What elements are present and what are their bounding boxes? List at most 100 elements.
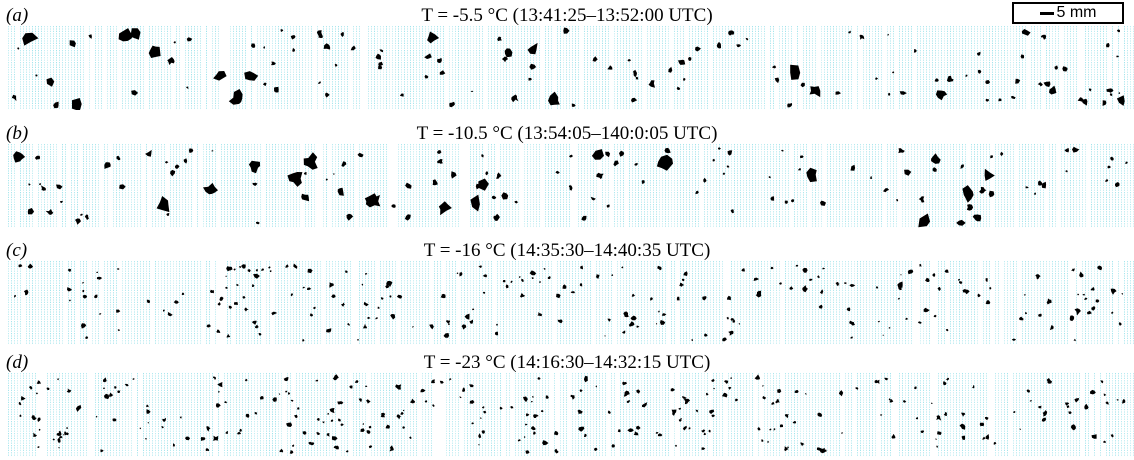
ice-particle (307, 268, 313, 274)
panel-letter: (b) (6, 123, 29, 144)
ice-particle (449, 101, 455, 108)
ice-particle (103, 393, 110, 400)
ice-particle (1019, 316, 1024, 321)
ice-particle (985, 434, 990, 440)
ice-particle (775, 398, 780, 404)
ice-particle (386, 281, 393, 287)
ice-particle (1116, 55, 1120, 58)
ice-particle (56, 431, 62, 436)
ice-particle (250, 43, 256, 48)
ice-particle (935, 90, 948, 101)
ice-particle (896, 199, 899, 202)
ice-particle (427, 31, 440, 44)
ice-particle (1029, 400, 1032, 402)
ice-particle (200, 437, 206, 441)
ice-particle (263, 82, 267, 86)
ice-particle (119, 184, 126, 190)
ice-particle (554, 448, 559, 454)
ice-particle (511, 94, 519, 103)
ice-particle (1097, 265, 1103, 271)
ice-particle (185, 436, 191, 441)
ice-particle (1109, 93, 1113, 96)
ice-particle (57, 437, 61, 443)
ice-particle (381, 297, 384, 300)
ice-particle (533, 414, 539, 418)
ice-particle (1087, 310, 1092, 315)
ice-particle (375, 53, 381, 60)
ice-particle (1100, 380, 1104, 384)
ice-particle (211, 150, 214, 152)
ice-particle (485, 171, 489, 176)
ice-particle (670, 388, 676, 392)
ice-particle (88, 34, 92, 39)
ice-particle (333, 445, 339, 450)
ice-particle (521, 278, 524, 282)
ice-particle (203, 182, 218, 195)
ice-particle (711, 379, 715, 382)
ice-particle (523, 436, 526, 438)
ice-particle (437, 159, 443, 164)
ice-particle (170, 169, 176, 177)
ice-particle (622, 330, 626, 334)
ice-particle (146, 409, 151, 414)
ice-particle (1038, 405, 1042, 409)
ice-particle (365, 272, 368, 275)
ice-particle (116, 309, 121, 313)
ice-particle (156, 196, 170, 213)
ice-particle (849, 320, 855, 326)
scale-bar-label: 5 mm (1056, 4, 1097, 21)
ice-particle (880, 414, 883, 416)
ice-particle (1046, 298, 1052, 305)
ice-particle (1011, 95, 1016, 99)
ice-particle (409, 398, 415, 404)
ice-particle (611, 274, 614, 276)
ice-particle (1065, 170, 1068, 173)
ice-particle (730, 209, 734, 214)
ice-particle (510, 280, 513, 284)
ice-particle (1054, 65, 1058, 70)
ice-particle (66, 426, 68, 429)
ice-particle (1023, 294, 1026, 296)
ice-particle (345, 270, 348, 273)
ice-particle (390, 314, 396, 320)
ice-particle (456, 272, 459, 274)
ice-particle (596, 172, 604, 180)
ice-particle (380, 412, 386, 418)
ice-particle (517, 439, 521, 442)
ice-particle (340, 32, 345, 37)
particle-image-strip (8, 26, 1134, 110)
ice-particle (173, 300, 179, 304)
ice-particle (920, 430, 925, 434)
ice-particle (635, 76, 639, 80)
ice-particle (166, 213, 170, 217)
ice-particle (478, 444, 480, 446)
ice-particle (660, 320, 666, 325)
ice-particle (1072, 146, 1080, 153)
ice-particle (555, 170, 560, 174)
ice-particle (904, 169, 912, 176)
ice-particle (23, 289, 29, 296)
ice-particle (936, 415, 942, 421)
ice-particle (1077, 97, 1084, 102)
ice-particle (918, 213, 931, 228)
ice-particle (770, 196, 775, 201)
ice-particle (84, 214, 89, 220)
ice-particle (404, 214, 411, 221)
ice-particle (62, 434, 65, 436)
ice-particle (623, 311, 629, 318)
ice-particle (998, 98, 1002, 102)
ice-particle (730, 377, 732, 379)
ice-particle (1091, 306, 1096, 311)
ice-particle (809, 86, 821, 98)
ice-particle (932, 273, 936, 277)
stripe-background (8, 144, 1134, 228)
ice-particle (794, 390, 799, 393)
ice-particle (736, 44, 742, 48)
ice-particle (1000, 151, 1004, 156)
ice-particle (1103, 440, 1106, 444)
ice-particle (13, 151, 26, 163)
ice-particle (1026, 389, 1030, 393)
ice-particle (400, 412, 404, 415)
ice-particle (888, 92, 891, 96)
ice-particle (800, 442, 805, 447)
